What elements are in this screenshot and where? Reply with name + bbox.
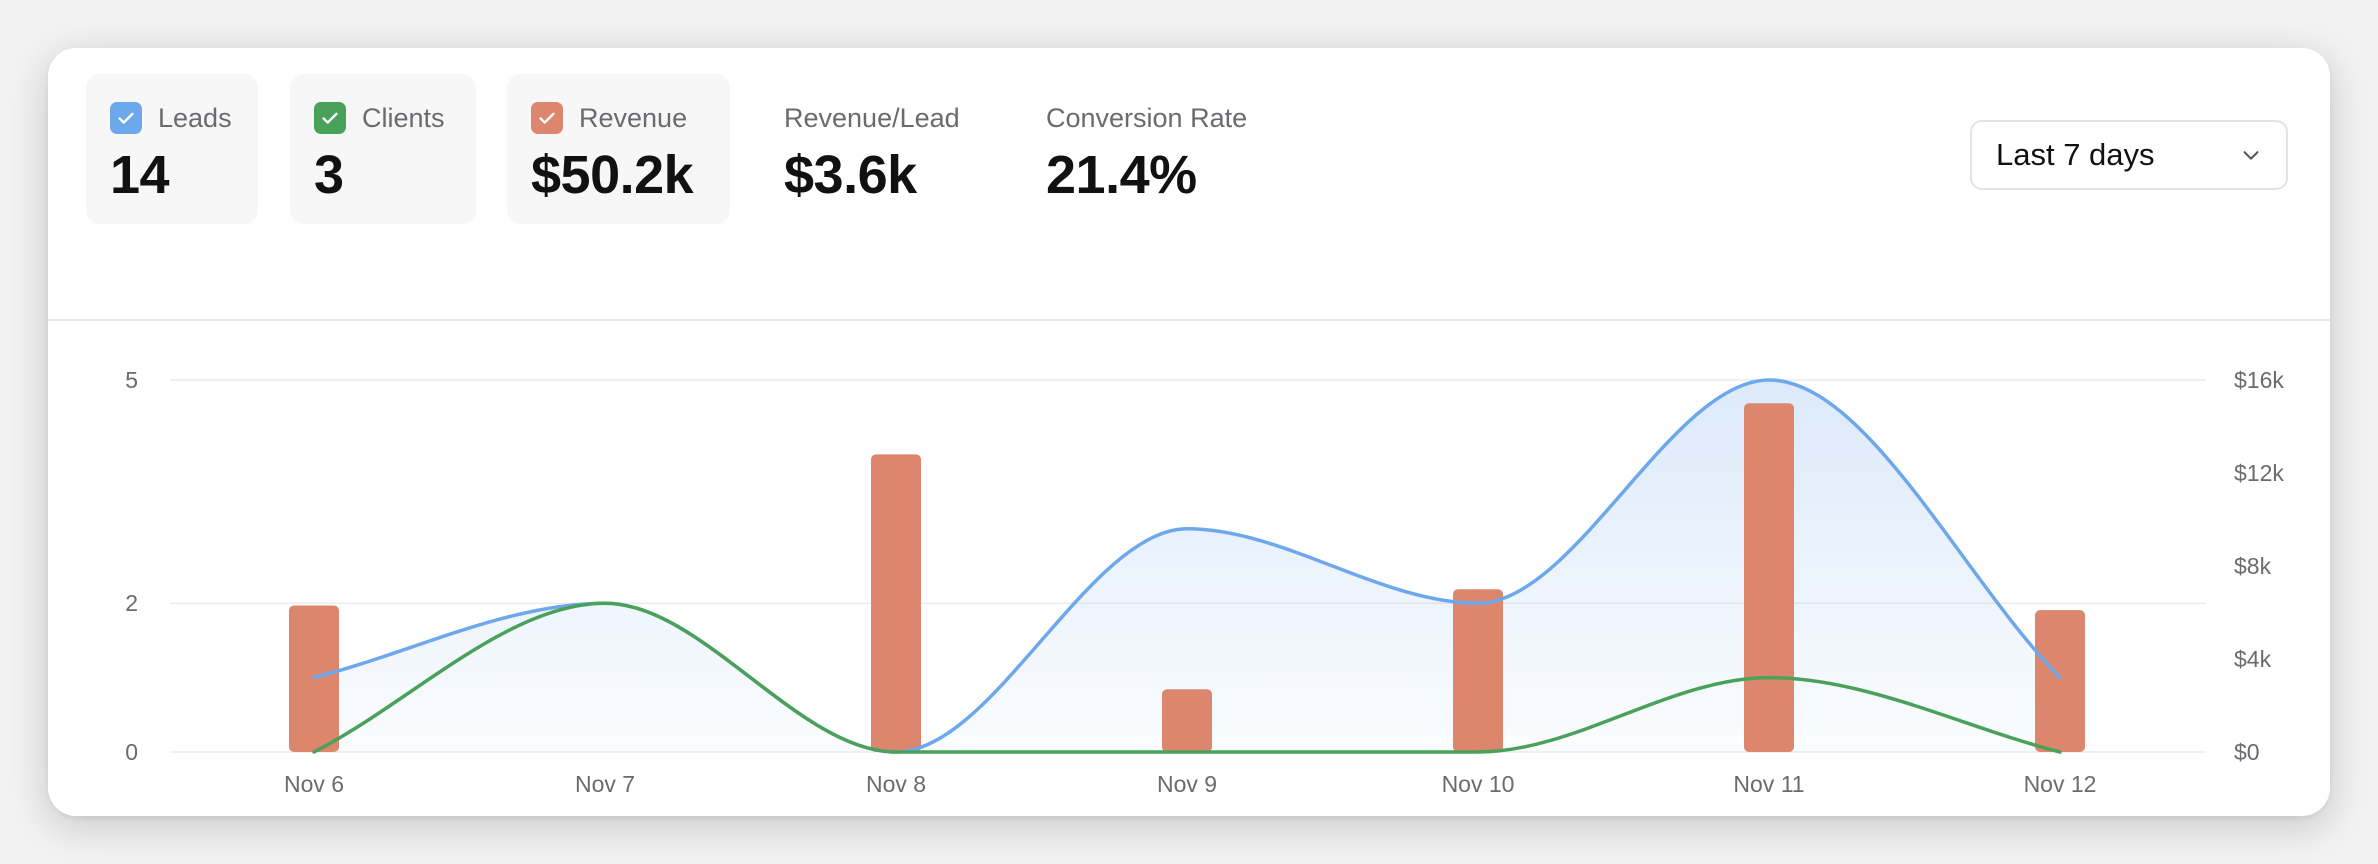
x-tick-label: Nov 11	[1733, 771, 1804, 797]
metric-revenue[interactable]: Revenue $50.2k	[507, 74, 730, 224]
revenue-bar[interactable]	[1744, 403, 1794, 752]
leads-checkbox[interactable]	[110, 102, 142, 134]
metric-revenue-per-lead: Revenue/Lead $3.6k	[760, 74, 980, 224]
leads-point[interactable]	[2057, 675, 2063, 681]
revenue-bar[interactable]	[1162, 689, 1212, 752]
checkmark-icon	[539, 112, 555, 124]
metric-label: Leads	[158, 102, 232, 133]
x-tick-label: Nov 9	[1157, 771, 1217, 797]
leads-revenue-chart: 0 2 5 $0 $4k $8k $12k $16k Nov 6 Nov 7 Nov 8 Nov 9 N…	[125, 367, 2284, 797]
metric-value: 3	[314, 145, 344, 205]
y-right-tick-label: $12k	[2234, 460, 2284, 486]
clients-point[interactable]	[1475, 749, 1481, 755]
revenue-bar[interactable]	[2035, 610, 2085, 752]
clients-point[interactable]	[1766, 675, 1772, 681]
x-tick-label: Nov 7	[575, 771, 635, 797]
checkmark-icon	[322, 112, 338, 124]
clients-point[interactable]	[1184, 749, 1190, 755]
x-tick-label: Nov 12	[2024, 771, 2097, 797]
clients-point[interactable]	[311, 749, 317, 755]
y-left-tick-label: 0	[125, 739, 138, 765]
metric-label: Clients	[362, 102, 445, 133]
y-right-tick-label: $0	[2234, 739, 2260, 765]
metric-conversion-rate: Conversion Rate 21.4%	[1022, 74, 1282, 224]
metric-clients[interactable]: Clients 3	[290, 74, 476, 224]
clients-point[interactable]	[602, 600, 608, 606]
leads-point[interactable]	[311, 675, 317, 681]
y-left-tick-label: 2	[125, 590, 138, 616]
metric-value: $3.6k	[784, 145, 917, 205]
clients-point[interactable]	[2057, 749, 2063, 755]
checkmark-icon	[118, 112, 134, 124]
clients-line	[312, 601, 2062, 754]
date-range-value: Last 7 days	[1996, 137, 2155, 172]
metric-leads[interactable]: Leads 14	[86, 74, 258, 224]
metric-value: 21.4%	[1046, 145, 1197, 205]
metric-label: Revenue/Lead	[784, 102, 960, 133]
y-right-tick-label: $16k	[2234, 367, 2284, 393]
x-tick-label: Nov 8	[866, 771, 926, 797]
y-left-tick-label: 5	[125, 367, 138, 393]
metric-label: Conversion Rate	[1046, 102, 1248, 133]
revenue-bar[interactable]	[871, 454, 921, 752]
leads-point[interactable]	[1766, 377, 1772, 383]
chevron-down-icon	[2243, 151, 2259, 160]
revenue-bar[interactable]	[1453, 589, 1503, 752]
x-tick-label: Nov 6	[284, 771, 344, 797]
y-right-tick-label: $4k	[2234, 646, 2272, 672]
metric-value: $50.2k	[531, 145, 694, 205]
x-tick-label: Nov 10	[1442, 771, 1515, 797]
clients-checkbox[interactable]	[314, 102, 346, 134]
leads-area	[314, 380, 2060, 752]
metric-label: Revenue	[579, 102, 688, 133]
y-right-tick-label: $8k	[2234, 553, 2272, 579]
revenue-checkbox[interactable]	[531, 102, 563, 134]
clients-point[interactable]	[893, 749, 899, 755]
date-range-select[interactable]: Last 7 days	[1970, 120, 2288, 190]
header-divider	[48, 319, 2330, 321]
leads-point[interactable]	[1184, 526, 1190, 532]
leads-point[interactable]	[1475, 600, 1481, 606]
metric-value: 14	[110, 145, 170, 205]
dashboard-card: Leads 14 Clients 3 Revenue $50.2k	[48, 48, 2330, 816]
